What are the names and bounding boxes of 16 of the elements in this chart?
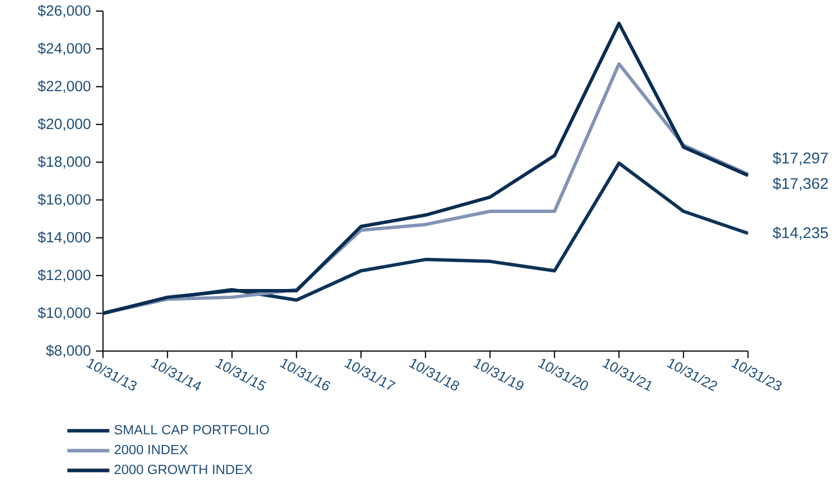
y-tick-label: $26,000: [38, 4, 90, 18]
y-tick-label: $10,000: [38, 306, 90, 320]
y-tick-label: $12,000: [38, 269, 90, 282]
y-tick-label: $22,000: [38, 80, 90, 94]
y-tick-label: $20,000: [38, 118, 90, 131]
legend-label: 2000 GROWTH INDEX: [114, 464, 252, 474]
data-label: $17,362: [772, 177, 828, 191]
y-tick-label: $8,000: [46, 344, 90, 358]
y-tick-label: $18,000: [38, 156, 90, 169]
data-label: $14,235: [772, 226, 828, 240]
data-label: $17,297: [772, 152, 828, 166]
legend-label: 2000 INDEX: [114, 444, 188, 454]
y-tick-label: $14,000: [38, 231, 90, 244]
y-tick-label: $16,000: [38, 194, 90, 206]
y-tick-label: $24,000: [38, 42, 90, 56]
legend-label: SMALL CAP PORTFOLIO: [114, 424, 269, 434]
